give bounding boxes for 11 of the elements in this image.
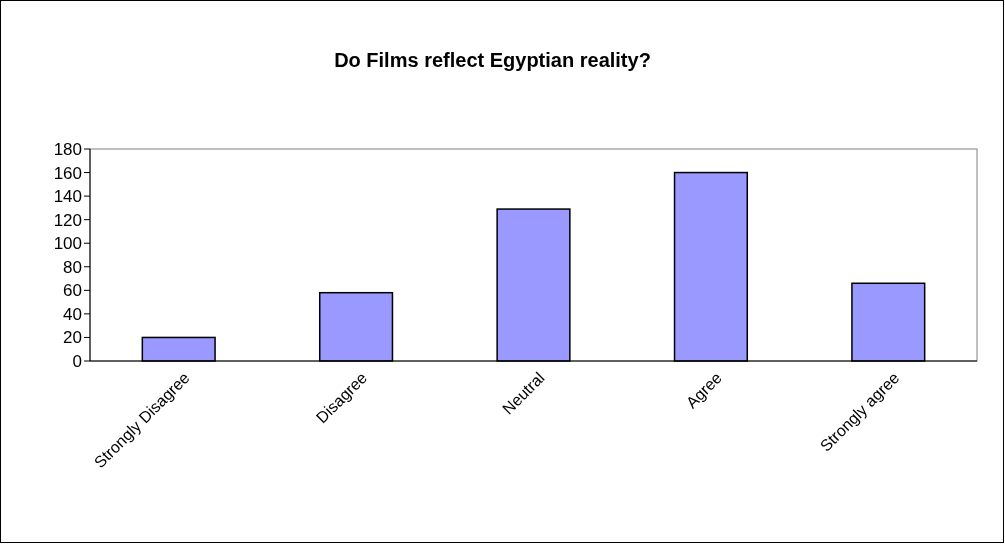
y-tick-label: 40	[63, 304, 82, 324]
y-tick-label: 180	[53, 139, 82, 159]
y-tick-label: 20	[63, 328, 82, 348]
y-tick-label: 160	[53, 163, 82, 183]
y-tick-label: 0	[72, 351, 82, 371]
y-tick-label: 140	[53, 187, 82, 207]
y-tick-label: 60	[63, 281, 82, 301]
y-tick-label: 120	[53, 210, 82, 230]
y-tick-label: 100	[53, 234, 82, 254]
y-tick-label: 80	[63, 257, 82, 277]
chart-title: Do Films reflect Egyptian reality?	[334, 49, 651, 71]
